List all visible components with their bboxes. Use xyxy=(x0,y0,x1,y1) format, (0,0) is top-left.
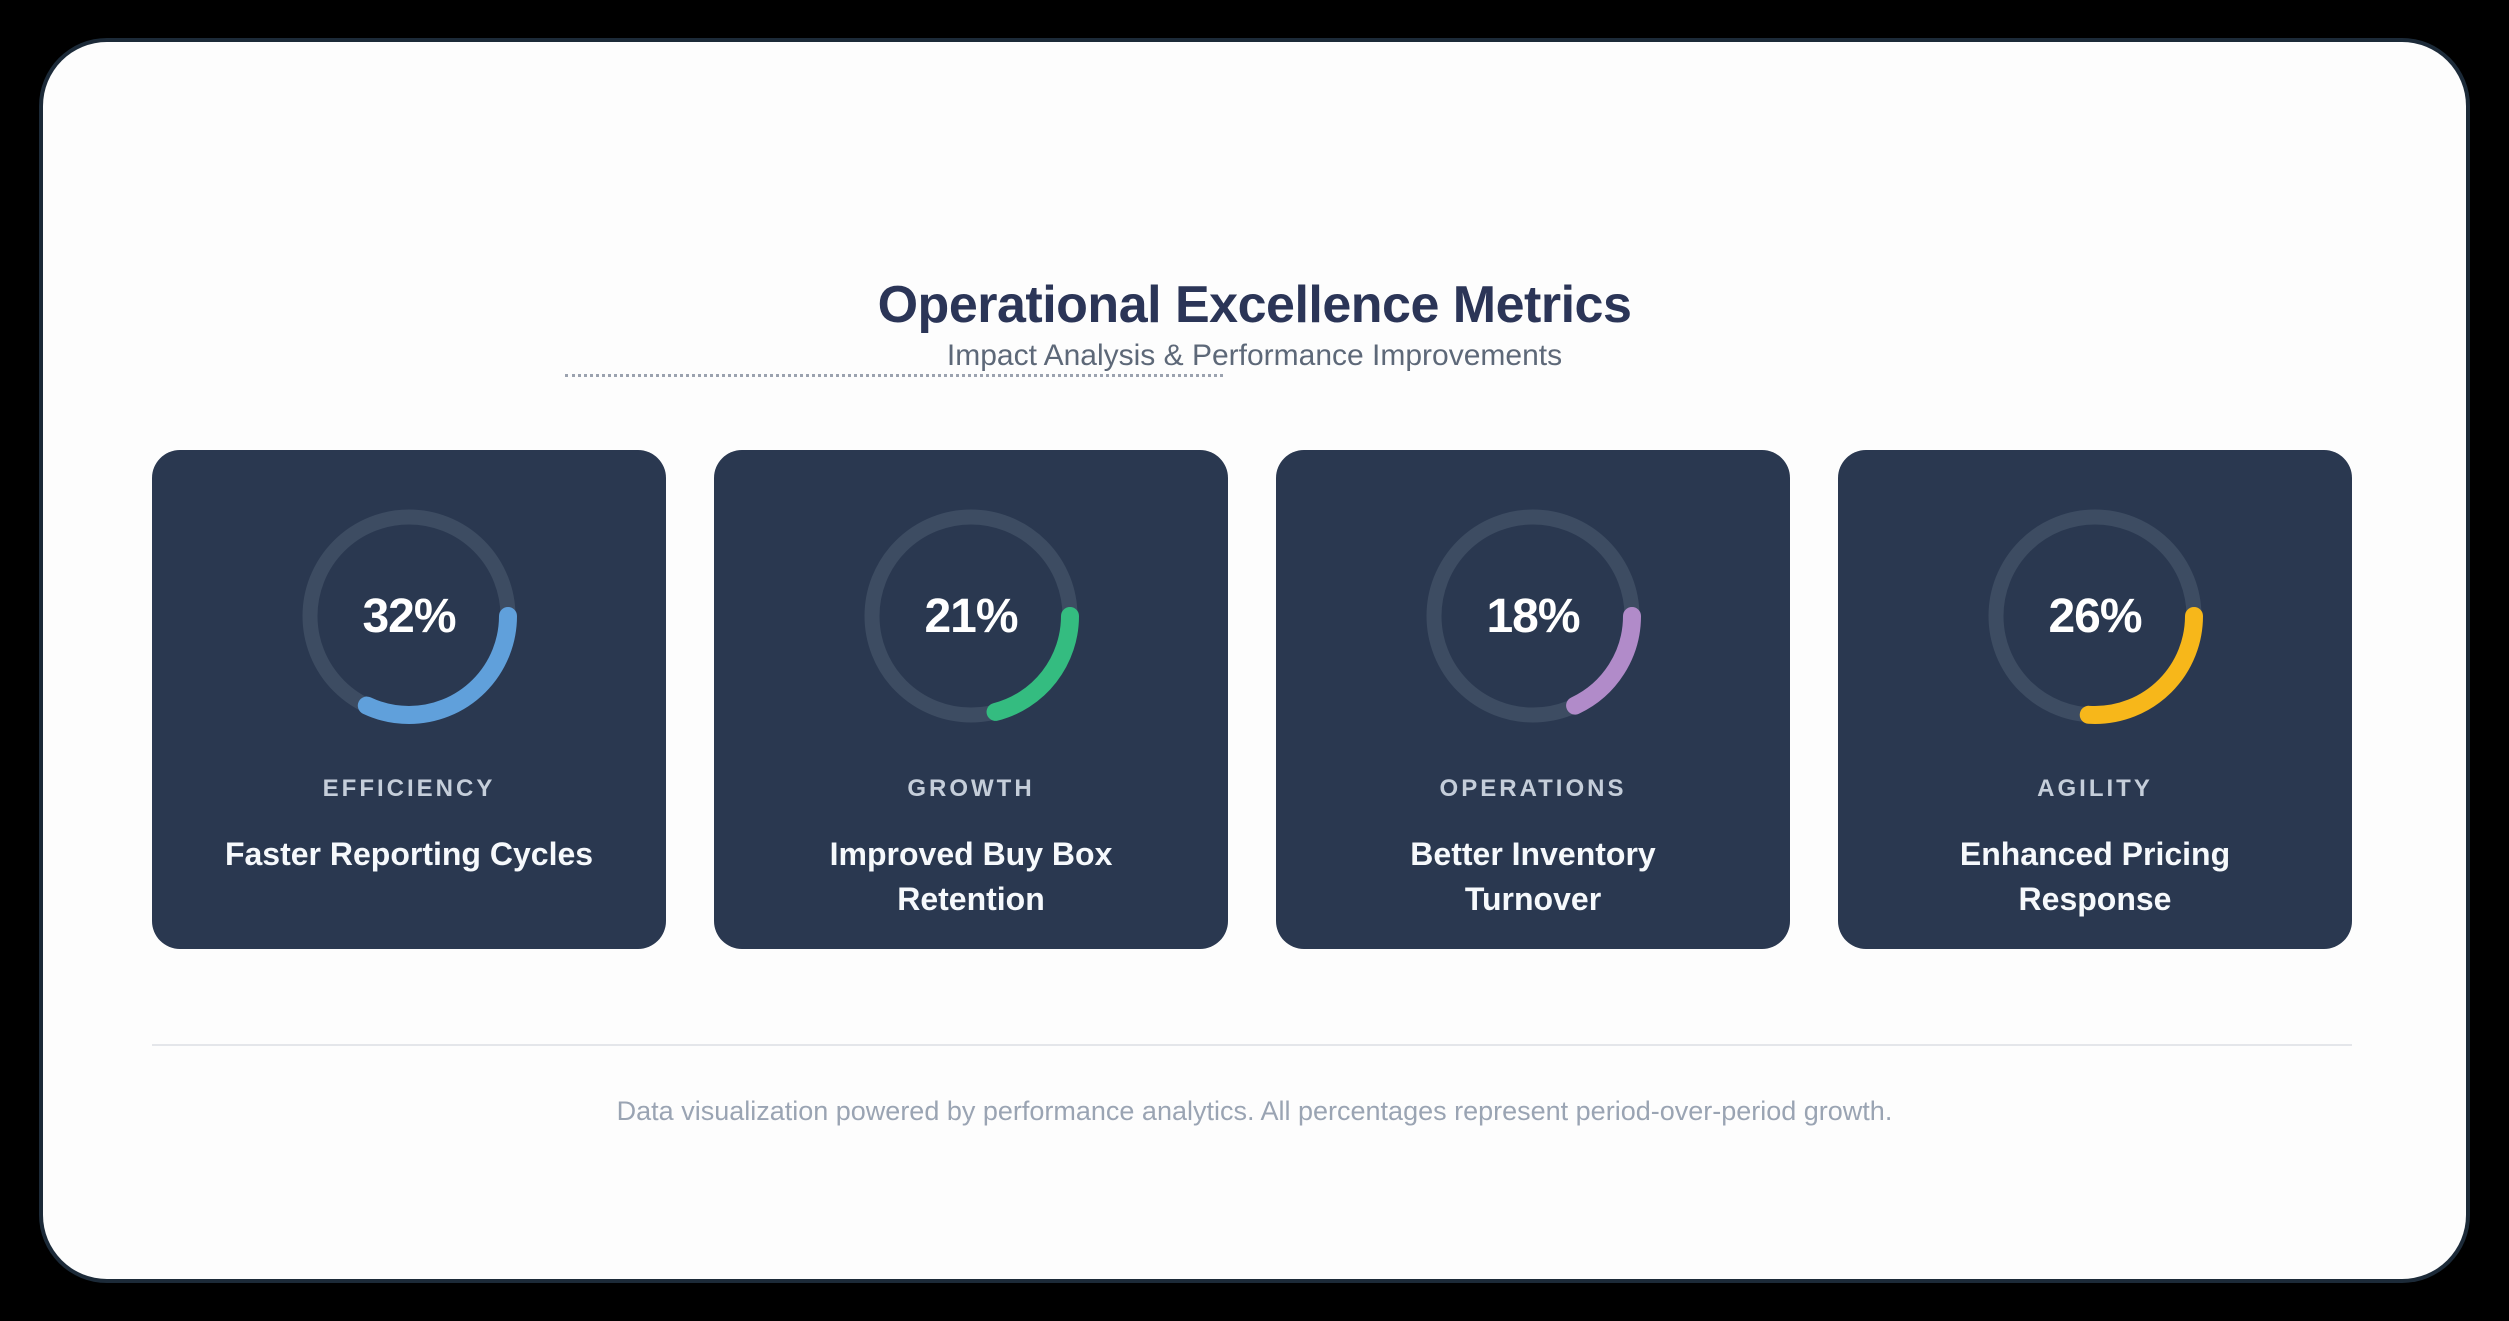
donut-ring-svg xyxy=(863,508,1079,724)
donut-percentage: 32% xyxy=(362,589,456,643)
footer-divider xyxy=(152,1044,2352,1046)
page-subtitle: Impact Analysis & Performance Improvemen… xyxy=(946,339,1563,372)
metric-category: AGILITY xyxy=(2037,775,2153,802)
donut-progress-arc xyxy=(1987,508,2203,724)
metric-category: EFFICIENCY xyxy=(322,775,496,802)
donut-chart: 26% xyxy=(1987,508,2203,724)
metric-card: 32% EFFICIENCY Faster Reporting Cycles xyxy=(152,450,666,949)
metric-card: 26% AGILITY Enhanced Pricing Response xyxy=(1838,450,2352,949)
metric-label: Improved Buy Box Retention xyxy=(829,836,1113,917)
donut-percentage: 18% xyxy=(1486,589,1580,643)
donut-percentage: 26% xyxy=(2048,589,2142,643)
page-title: Operational Excellence Metrics xyxy=(877,275,1632,334)
donut-ring-svg xyxy=(1425,508,1641,724)
metric-category: OPERATIONS xyxy=(1439,775,1627,802)
donut-chart: 32% xyxy=(301,508,517,724)
donut-chart: 21% xyxy=(863,508,1079,724)
metric-card: 18% OPERATIONS Better Inventory Turnover xyxy=(1276,450,1790,949)
metric-cards-row: 32% EFFICIENCY Faster Reporting Cycles 2… xyxy=(152,450,2352,949)
subtitle-dotted-line xyxy=(565,374,1223,377)
donut-percentage: 21% xyxy=(924,589,1018,643)
metric-category: GROWTH xyxy=(907,775,1035,802)
metric-label: Better Inventory Turnover xyxy=(1410,836,1656,917)
donut-ring-svg xyxy=(301,508,517,724)
metric-label: Enhanced Pricing Response xyxy=(1959,836,2231,917)
donut-ring-svg xyxy=(1987,508,2203,724)
metric-card: 21% GROWTH Improved Buy Box Retention xyxy=(714,450,1228,949)
donut-progress-arc xyxy=(1425,508,1641,724)
metric-label: Faster Reporting Cycles xyxy=(224,836,594,872)
donut-progress-arc xyxy=(863,508,1079,724)
footer-note: Data visualization powered by performanc… xyxy=(616,1096,1893,1126)
donut-chart: 18% xyxy=(1425,508,1641,724)
report-panel: Operational Excellence Metrics Impact An… xyxy=(43,42,2466,1279)
donut-progress-arc xyxy=(301,508,517,724)
